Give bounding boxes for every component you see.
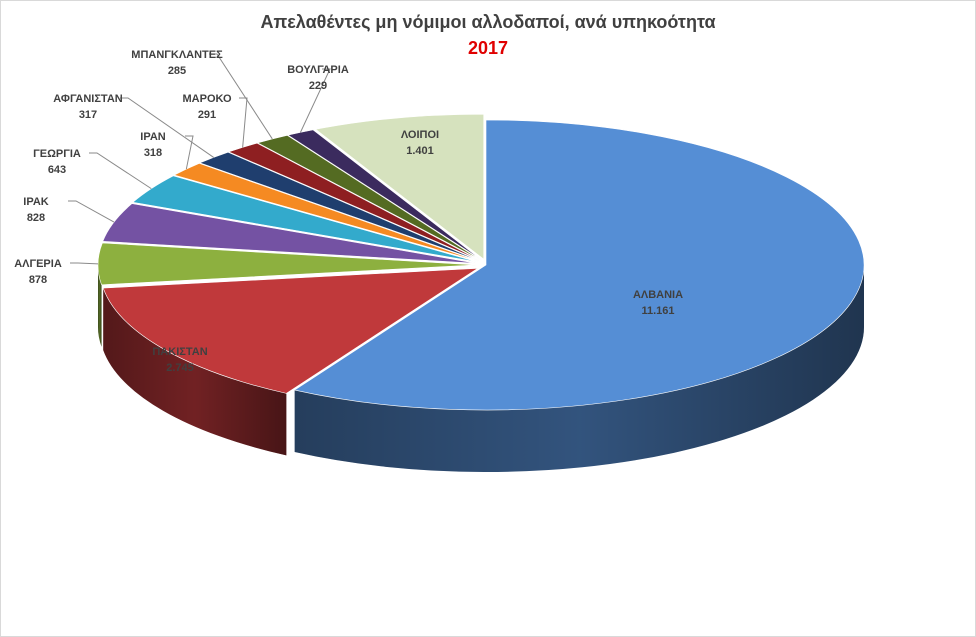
pie-slice-1 xyxy=(102,267,479,394)
leader-line-4 xyxy=(89,152,152,190)
chart-title: Απελαθέντες μη νόμιμοι αλλοδαποί, ανά υπ… xyxy=(260,12,716,32)
leader-line-7 xyxy=(239,97,248,148)
pie-tops xyxy=(97,113,865,411)
slice-side-shade-1 xyxy=(103,288,287,456)
slice-value-4: 643 xyxy=(48,164,66,176)
slice-label-8: ΜΠΑΝΓΚΛΑΝΤΕΣ xyxy=(131,49,223,61)
slice-value-10: 1.401 xyxy=(406,145,434,157)
pie-slice-4 xyxy=(132,175,478,263)
pie-sides xyxy=(98,264,864,472)
slice-label-2: ΑΛΓΕΡΙΑ xyxy=(14,258,62,270)
chart-subtitle: 2017 xyxy=(467,38,509,58)
slice-label-9: ΒΟΥΛΓΑΡΙΑ xyxy=(287,64,349,76)
slice-label-4: ΓΕΩΡΓΙΑ xyxy=(33,148,81,160)
pie-slice-2 xyxy=(97,242,477,286)
pie-slice-10 xyxy=(314,113,485,260)
slice-value-7: 291 xyxy=(198,109,216,121)
slice-side-shade-2 xyxy=(98,264,102,347)
pie-slice-7 xyxy=(227,142,480,261)
leader-line-8 xyxy=(209,53,273,140)
leader-line-2 xyxy=(70,262,99,265)
leader-line-5 xyxy=(185,135,194,170)
slice-value-0: 11.161 xyxy=(641,305,674,317)
slice-label-10: ΛΟΙΠΟΙ xyxy=(401,129,439,141)
slice-value-9: 229 xyxy=(309,80,327,92)
slice-value-3: 828 xyxy=(27,212,45,224)
slice-label-1: ΠΑΚΙΣΤΑΝ xyxy=(152,346,207,358)
pie-slice-0 xyxy=(293,119,865,411)
slice-value-1: 2.745 xyxy=(166,362,194,374)
slice-label-5: ΙΡΑΝ xyxy=(140,131,166,143)
slice-value-6: 317 xyxy=(79,109,97,121)
slice-value-5: 318 xyxy=(144,147,162,159)
slice-side-shade-0 xyxy=(294,265,864,472)
leader-line-6 xyxy=(120,97,214,158)
pie-slice-8 xyxy=(256,135,481,261)
slice-label-6: ΑΦΓΑΝΙΣΤΑΝ xyxy=(53,93,122,105)
slice-label-0: ΑΛΒΑΝΙΑ xyxy=(633,289,683,301)
leader-line-9 xyxy=(299,68,331,133)
leader-line-3 xyxy=(68,200,115,223)
pie-labels: ΑΛΒΑΝΙΑ 11.161 ΠΑΚΙΣΤΑΝ 2.745 ΑΛΓΕΡΙΑ 878 ΙΡΑΚ… xyxy=(14,49,683,374)
pie-slice-3 xyxy=(102,203,477,264)
pie-leaders xyxy=(68,53,331,265)
slice-value-2: 878 xyxy=(29,274,47,286)
slice-label-3: ΙΡΑΚ xyxy=(23,196,49,208)
pie-slice-6 xyxy=(199,151,480,262)
slice-value-8: 285 xyxy=(168,65,186,77)
slice-label-7: ΜΑΡΟΚΟ xyxy=(183,93,232,105)
